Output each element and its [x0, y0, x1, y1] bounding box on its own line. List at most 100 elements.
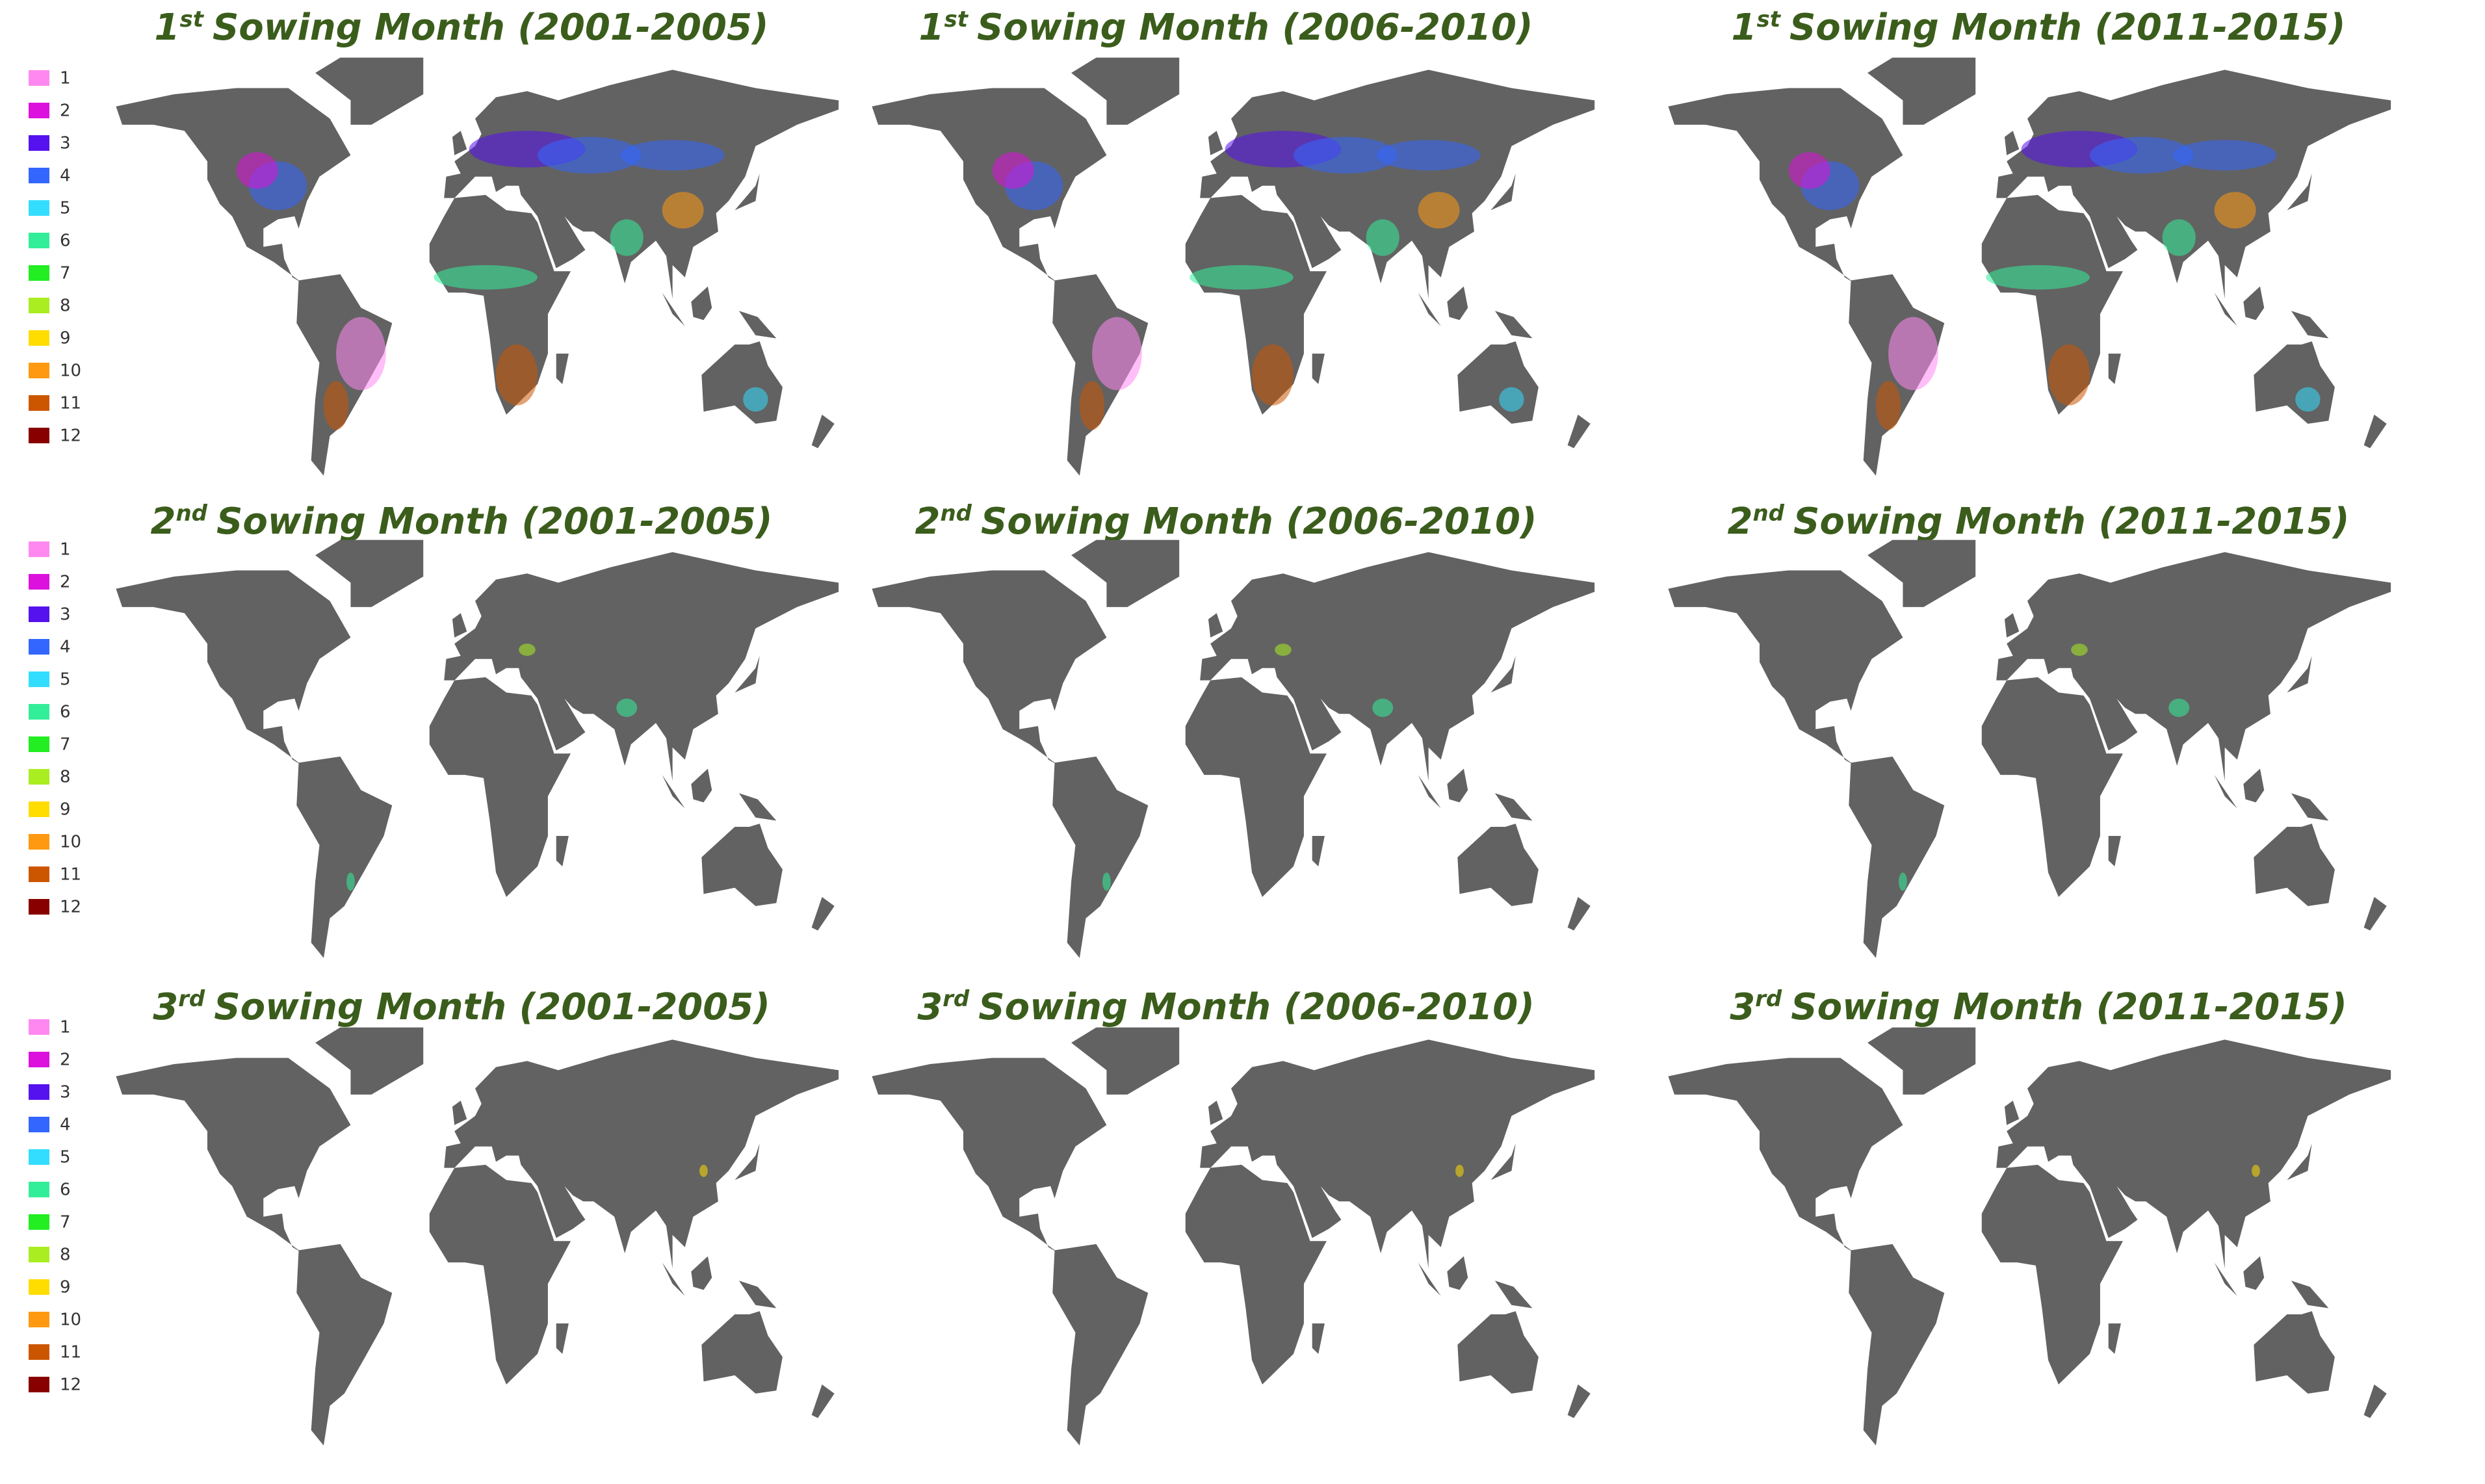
- title-suffix: st: [1756, 7, 1781, 33]
- title-ordinal: 1: [1732, 7, 1757, 49]
- legend-label: 11: [60, 865, 81, 885]
- legend-label: 5: [60, 670, 71, 690]
- legend-swatch: [29, 704, 49, 720]
- legend-swatch: [29, 363, 49, 378]
- sowing-patch: [1190, 265, 1294, 290]
- sowing-patch: [2071, 644, 2088, 656]
- sowing-patch: [1788, 152, 1830, 189]
- panel-title: 2nd Sowing Month (2011-2015): [1727, 501, 2349, 543]
- legend-swatch: [29, 639, 49, 655]
- title-ordinal: 2: [1727, 501, 1752, 543]
- legend-swatch: [29, 1052, 49, 1067]
- title-suffix: nd: [1752, 501, 1784, 527]
- legend-label: 6: [60, 231, 71, 251]
- map: [1668, 1027, 2391, 1446]
- legend-label: 12: [60, 426, 81, 446]
- legend-swatch: [29, 395, 49, 411]
- legend-label: 12: [60, 1375, 81, 1395]
- sowing-patch: [2162, 219, 2196, 256]
- panel-title: 2nd Sowing Month (2001-2005): [150, 501, 772, 543]
- sowing-patch: [2172, 140, 2277, 171]
- map-panel: [116, 540, 839, 958]
- legend-swatch: [29, 265, 49, 281]
- map-panel: [116, 1027, 839, 1446]
- legend-label: 4: [60, 166, 71, 186]
- legend-swatch: [29, 1182, 49, 1197]
- legend-label: 3: [60, 134, 71, 153]
- legend-label: 4: [60, 638, 71, 657]
- legend-swatch: [29, 428, 49, 443]
- title-suffix: rd: [943, 986, 970, 1012]
- legend-label: 8: [60, 296, 71, 316]
- sowing-patch: [336, 317, 386, 391]
- legend-swatch: [29, 1247, 49, 1262]
- legend-label: 10: [60, 361, 81, 381]
- title-text: Sowing Month (2001-2005): [216, 501, 773, 543]
- map-panel: [872, 1027, 1595, 1446]
- panel-title: 1st Sowing Month (2001-2005): [155, 7, 769, 49]
- legend-swatch: [29, 1214, 49, 1230]
- title-suffix: st: [179, 7, 204, 33]
- map: [872, 1027, 1595, 1446]
- title-suffix: nd: [940, 501, 972, 527]
- sowing-patch: [1376, 140, 1481, 171]
- sowing-patch: [1899, 872, 1907, 891]
- sowing-patch: [2168, 698, 2190, 717]
- legend-swatch: [29, 834, 49, 850]
- legend-label: 9: [60, 800, 71, 820]
- legend-swatch: [29, 103, 49, 118]
- sowing-patch: [1499, 387, 1524, 412]
- legend-swatch: [29, 168, 49, 183]
- title-suffix: st: [944, 7, 969, 33]
- legend-swatch: [29, 541, 49, 557]
- legend-label: 2: [60, 573, 71, 592]
- legend-label: 7: [60, 1213, 71, 1232]
- legend-swatch: [29, 298, 49, 313]
- legend-label: 12: [60, 898, 81, 917]
- legend-label: 11: [60, 1343, 81, 1362]
- panel-title: 1st Sowing Month (2006-2010): [919, 7, 1533, 49]
- title-text: Sowing Month (2001-2005): [214, 986, 770, 1028]
- sowing-patch: [1079, 381, 1105, 430]
- title-ordinal: 1: [919, 7, 944, 49]
- sowing-patch: [610, 219, 644, 256]
- sowing-patch: [537, 137, 642, 174]
- legend-swatch: [29, 574, 49, 590]
- title-suffix: rd: [178, 986, 205, 1012]
- map-panel: [1668, 1027, 2391, 1446]
- legend-swatch: [29, 1312, 49, 1327]
- legend-label: 11: [60, 394, 81, 413]
- sowing-patch: [346, 872, 355, 891]
- sowing-patch: [434, 265, 538, 290]
- legend-label: 9: [60, 1278, 71, 1297]
- legend-swatch: [29, 70, 49, 86]
- map-panel: [872, 57, 1595, 476]
- legend-swatch: [29, 233, 49, 248]
- map: [116, 1027, 839, 1446]
- legend-label: 6: [60, 703, 71, 722]
- title-ordinal: 2: [150, 501, 176, 543]
- sowing-patch: [1455, 1164, 1464, 1177]
- sowing-patch: [1875, 381, 1901, 430]
- legend-swatch: [29, 330, 49, 346]
- panel-title: 3rd Sowing Month (2011-2015): [1730, 986, 2347, 1028]
- panel-title: 3rd Sowing Month (2006-2010): [917, 986, 1535, 1028]
- title-text: Sowing Month (2006-2010): [977, 7, 1533, 49]
- sowing-patch: [1092, 317, 1142, 391]
- map: [872, 540, 1595, 958]
- legend-swatch: [29, 801, 49, 817]
- legend-swatch: [29, 135, 49, 151]
- title-ordinal: 3: [153, 986, 178, 1028]
- sowing-patch: [236, 152, 278, 189]
- map: [1668, 540, 2391, 958]
- sowing-patch: [323, 381, 349, 430]
- sowing-patch: [2089, 137, 2194, 174]
- legend-label: 7: [60, 735, 71, 755]
- legend-swatch: [29, 606, 49, 622]
- sowing-patch: [2295, 387, 2321, 412]
- legend-label: 7: [60, 264, 71, 283]
- legend-swatch: [29, 1279, 49, 1295]
- legend-label: 2: [60, 1050, 71, 1070]
- legend-swatch: [29, 1019, 49, 1035]
- map-panel: [1668, 57, 2391, 476]
